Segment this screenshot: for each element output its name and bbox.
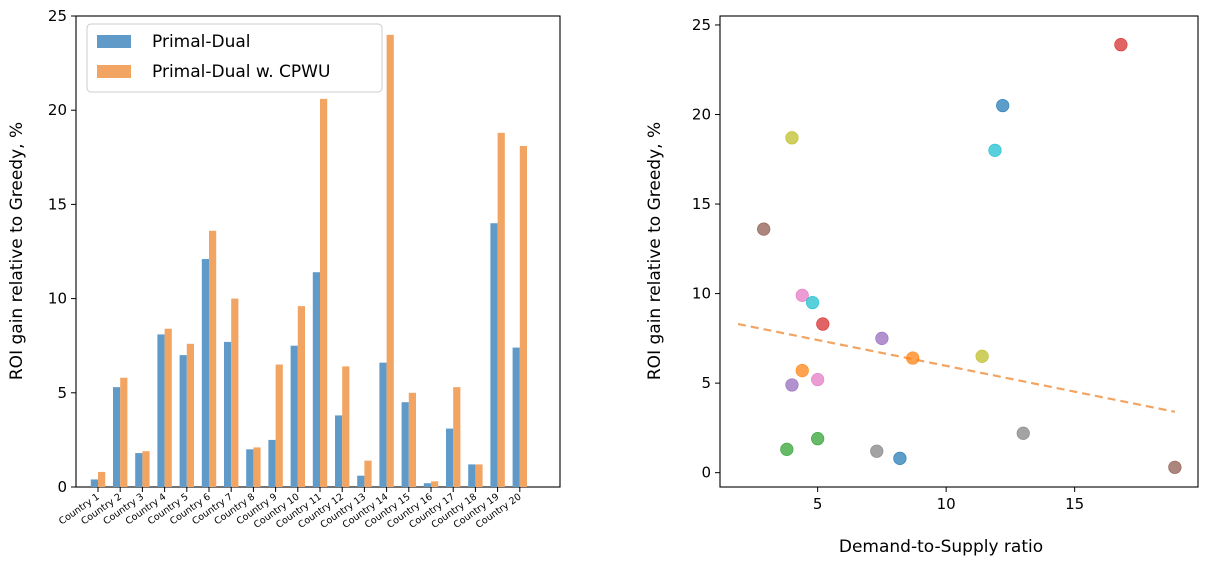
bar-chart-legend: Primal-Dual Primal-Dual w. CPWU (86, 23, 383, 93)
scatter-point-7 (805, 295, 820, 310)
bar-chart-y-axis-label: ROI gain relative to Greedy, % (7, 122, 27, 380)
bar-primal-dual-17 (446, 428, 454, 487)
legend-box (86, 23, 383, 93)
scatter-y-tick-label: 5 (701, 374, 711, 392)
scatter-point-14 (785, 378, 799, 392)
scatter-point-3 (785, 131, 799, 145)
bar-primal-dual-cpwu-12 (342, 366, 350, 487)
bar-primal-dual-3 (135, 453, 143, 487)
scatter-point-10 (906, 351, 920, 365)
scatter-y-tick-label: 0 (701, 464, 711, 482)
bar-primal-dual-cpwu-3 (142, 451, 150, 487)
bar-primal-dual-cpwu-4 (164, 328, 172, 487)
bar-primal-dual-cpwu-18 (475, 464, 483, 487)
scatter-chart-x-axis-label: Demand-to-Supply ratio (839, 537, 1043, 557)
legend-swatch-primal-dual-cpwu (97, 65, 131, 78)
bar-y-tick-label: 25 (48, 7, 67, 25)
scatter-point-2 (996, 98, 1010, 113)
bar-primal-dual-6 (201, 259, 209, 487)
bar-primal-dual-20 (512, 347, 520, 487)
bar-primal-dual-cpwu-16 (431, 481, 439, 487)
scatter-x-tick-label: 5 (813, 495, 823, 513)
bar-primal-dual-8 (246, 449, 254, 487)
bar-primal-dual-cpwu-19 (497, 132, 505, 487)
scatter-trendline (737, 322, 1176, 413)
legend-label-primal-dual-cpwu: Primal-Dual w. CPWU (152, 62, 330, 82)
bar-primal-dual-cpwu-20 (519, 146, 527, 487)
bar-primal-dual-12 (335, 415, 343, 487)
bar-y-tick-label: 0 (57, 478, 67, 496)
bar-primal-dual-7 (224, 341, 232, 487)
bar-primal-dual-cpwu-17 (453, 387, 461, 487)
scatter-x-tick-label: 10 (937, 495, 956, 513)
scatter-points (757, 38, 1182, 474)
bar-primal-dual-11 (312, 272, 320, 487)
bar-y-tick-label: 10 (48, 290, 67, 308)
scatter-y-tick-label: 10 (692, 285, 711, 303)
scatter-chart-y-axis-label: ROI gain relative to Greedy, % (645, 122, 665, 380)
bar-primal-dual-cpwu-5 (186, 343, 194, 487)
scatter-point-12 (795, 363, 809, 378)
scatter-point-1 (1114, 38, 1128, 52)
bar-primal-dual-cpwu-9 (275, 364, 283, 487)
bar-primal-dual-cpwu-2 (120, 377, 128, 487)
bar-y-tick-label: 5 (57, 384, 67, 402)
scatter-point-6 (795, 288, 809, 302)
bar-y-tick-label: 20 (48, 101, 67, 119)
bar-primal-dual-19 (490, 223, 498, 488)
bar-primal-dual-cpwu-7 (231, 298, 239, 487)
scatter-point-13 (811, 372, 825, 387)
scatter-chart-x-axis: 5 10 15 (813, 487, 1084, 513)
scatter-point-5 (757, 222, 771, 236)
bar-primal-dual-cpwu-10 (297, 306, 305, 487)
bar-primal-dual-cpwu-13 (364, 460, 372, 487)
legend-label-primal-dual: Primal-Dual (152, 32, 251, 52)
bar-primal-dual-18 (468, 464, 476, 487)
bar-primal-dual-cpwu-8 (253, 447, 261, 487)
bar-primal-dual-2 (113, 387, 121, 487)
legend-swatch-primal-dual (97, 35, 131, 48)
scatter-point-15 (1016, 426, 1030, 440)
scatter-y-tick-label: 15 (692, 195, 711, 213)
bar-primal-dual-cpwu-6 (209, 230, 217, 487)
bar-primal-dual-10 (290, 345, 298, 487)
bar-primal-dual-1 (90, 479, 98, 487)
scatter-point-17 (780, 442, 794, 456)
bar-primal-dual-cpwu-1 (98, 471, 106, 487)
bar-primal-dual-5 (179, 355, 187, 487)
scatter-chart-frame (719, 15, 1199, 488)
scatter-point-4 (988, 143, 1002, 157)
bar-primal-dual-13 (357, 475, 365, 487)
scatter-x-tick-label: 15 (1065, 495, 1084, 513)
trendline (737, 322, 1176, 413)
bar-chart-y-axis: 0 5 10 15 20 25 (48, 7, 76, 496)
scatter-point-11 (975, 349, 989, 363)
bar-chart-bars (90, 34, 527, 488)
bar-primal-dual-cpwu-11 (320, 98, 328, 488)
scatter-point-18 (870, 444, 884, 458)
bar-primal-dual-15 (401, 402, 409, 487)
scatter-point-9 (875, 331, 889, 345)
scatter-y-tick-label: 25 (692, 16, 711, 34)
scatter-chart-y-axis: 0 5 10 15 20 25 (692, 16, 720, 482)
scatter-chart-panel: 0 5 10 15 20 25 5 10 15 ROI gain relative to Gr… (645, 15, 1199, 557)
scatter-point-19 (893, 451, 907, 465)
bar-primal-dual-14 (379, 362, 387, 487)
scatter-point-20 (1168, 460, 1182, 474)
bar-primal-dual-cpwu-14 (386, 34, 394, 488)
bar-y-tick-label: 15 (48, 195, 67, 213)
bar-primal-dual-4 (157, 334, 165, 487)
bar-primal-dual-cpwu-15 (408, 392, 416, 487)
scatter-point-16 (811, 432, 825, 446)
bar-primal-dual-16 (423, 483, 431, 487)
scatter-y-tick-label: 20 (692, 105, 711, 123)
scatter-point-8 (816, 317, 830, 331)
bar-primal-dual-9 (268, 439, 276, 487)
